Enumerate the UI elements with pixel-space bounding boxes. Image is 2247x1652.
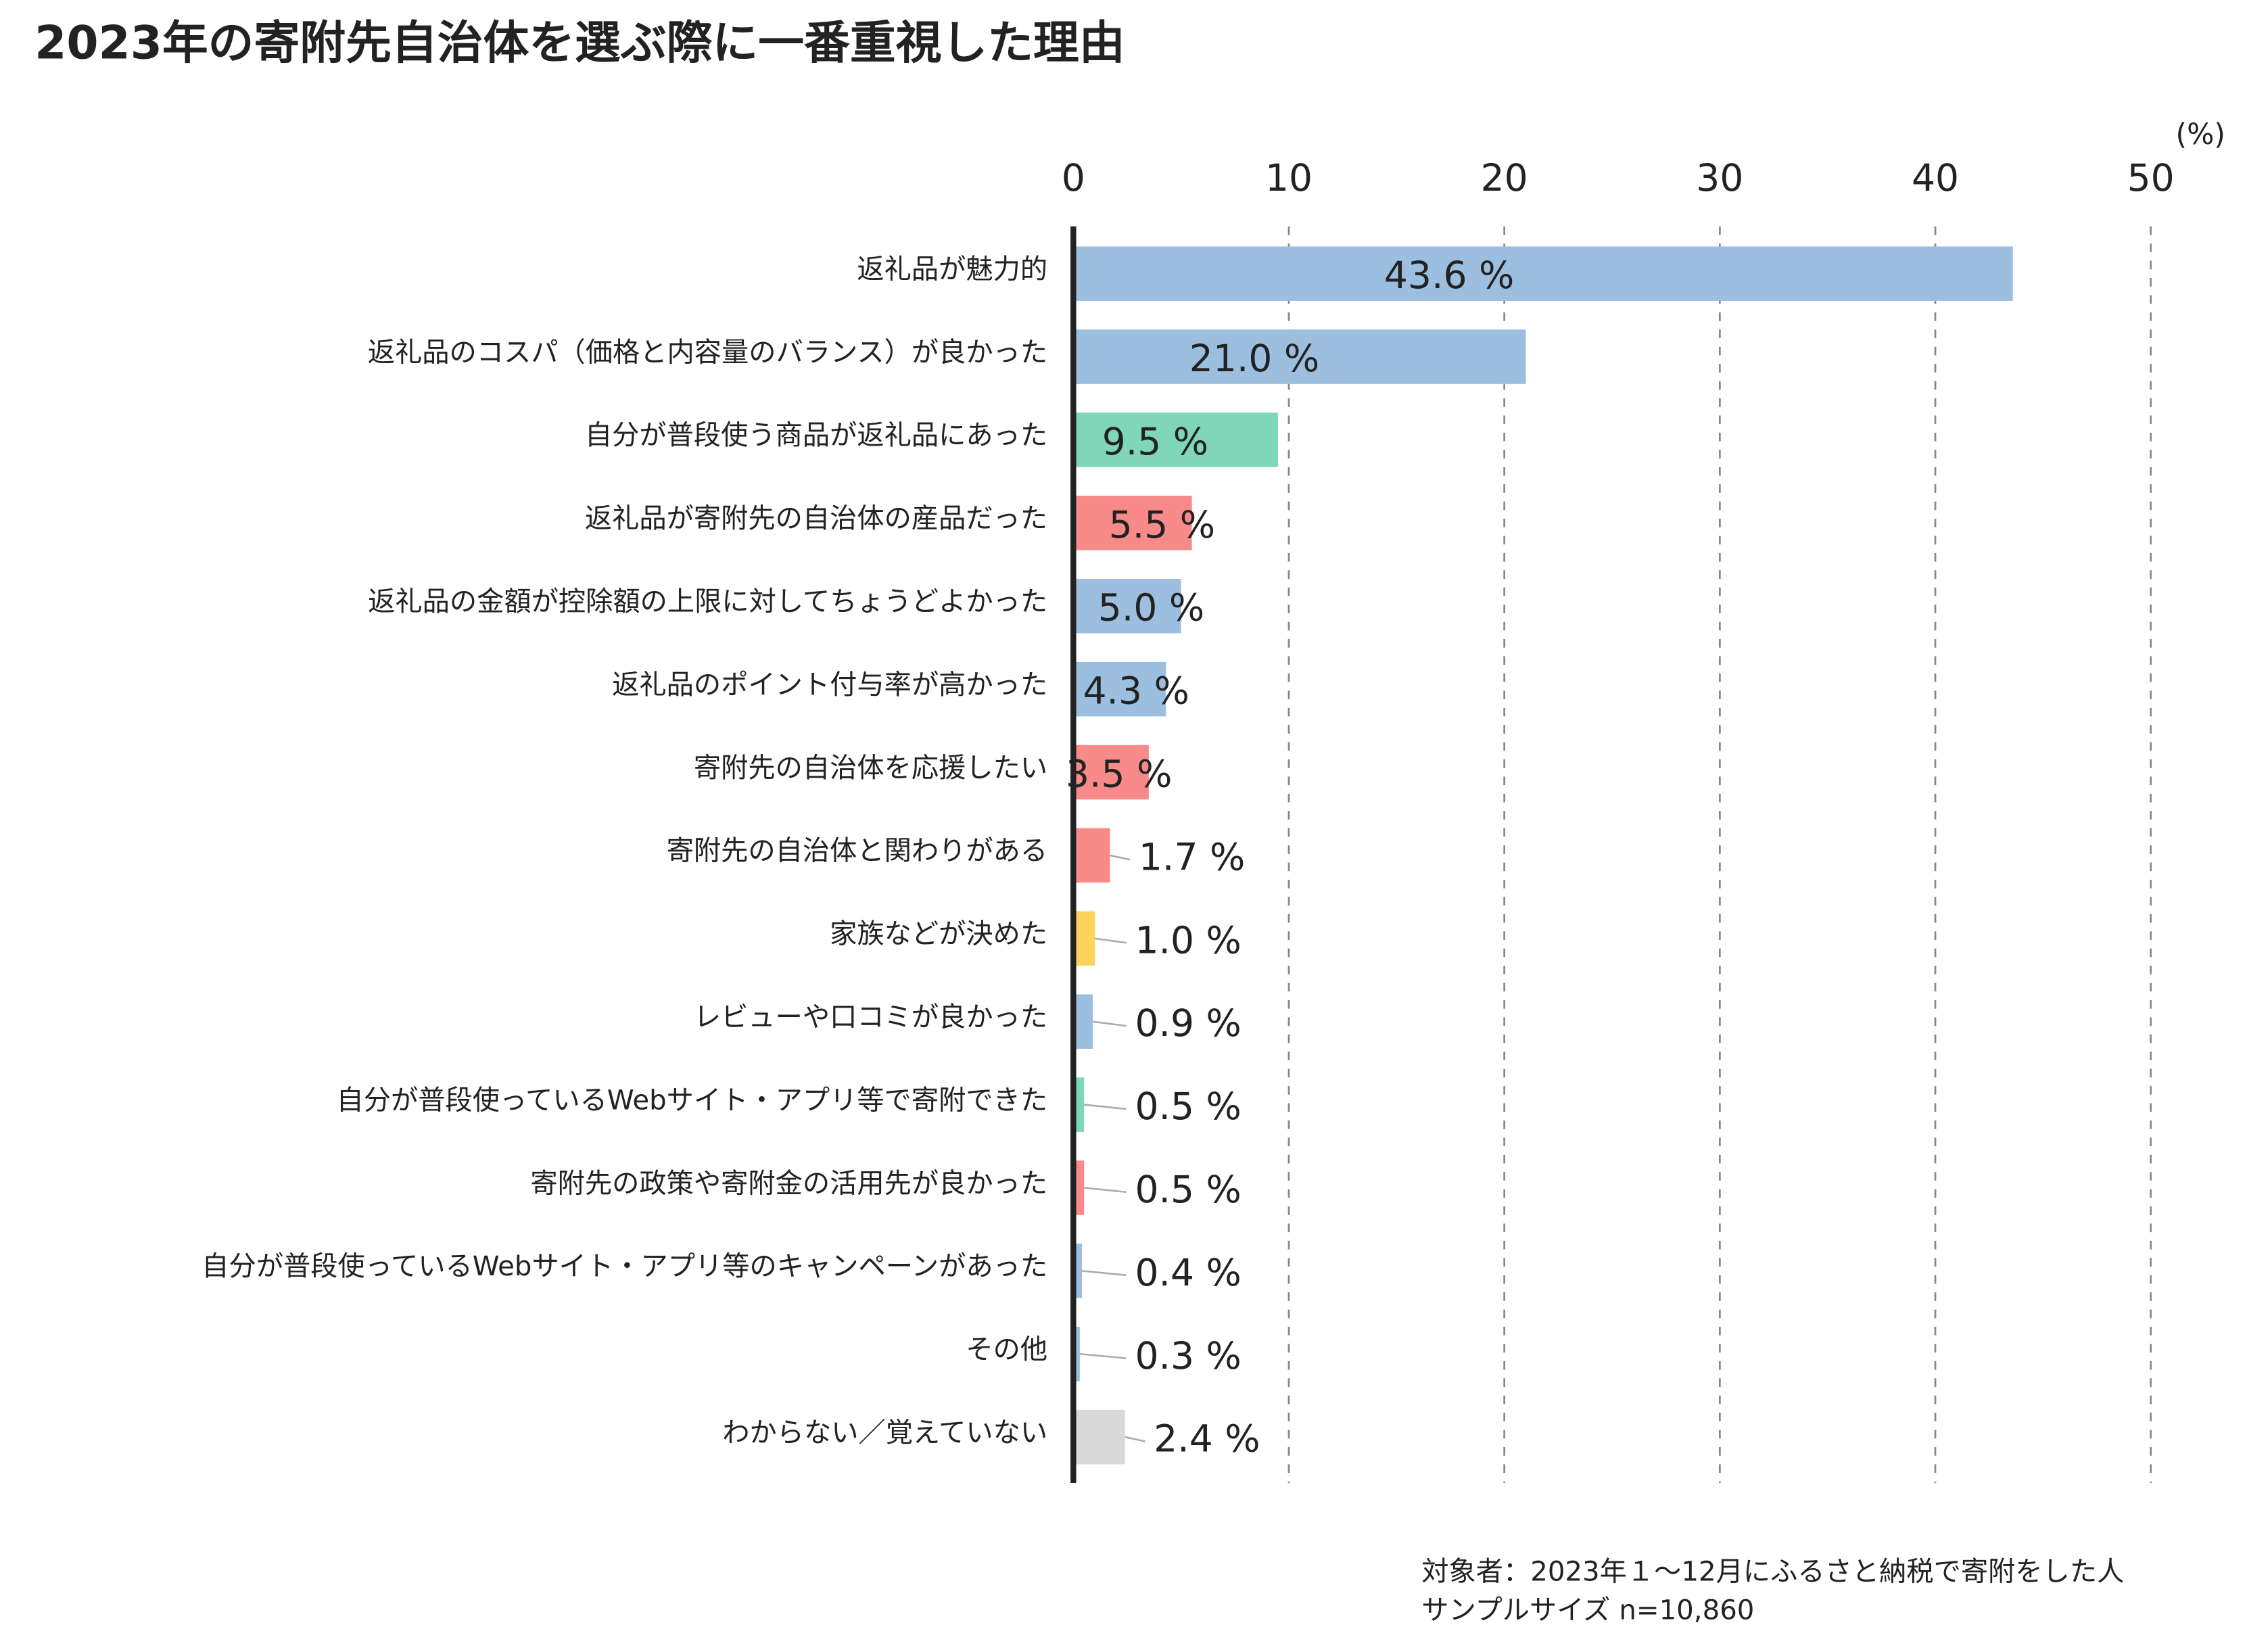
category-label: 返礼品が寄附先の自治体の産品だった [585,503,1047,534]
category-label: わからない／覚えていない [722,1417,1047,1448]
x-tick-label: 10 [1265,156,1312,199]
category-label: 家族などが決めた [830,919,1047,950]
value-label: 2.4 % [1154,1417,1260,1461]
x-tick-label: 30 [1696,156,1743,199]
category-label: 寄附先の自治体と関わりがある [667,836,1048,867]
value-label: 1.7 % [1139,835,1245,878]
leader-line [1081,1270,1127,1277]
unit-label: (%) [2176,118,2225,151]
category-label: 返礼品のコスパ（価格と内容量のバランス）が良かった [368,337,1047,368]
x-tick-label: 50 [2127,156,2175,199]
value-label: 21.0 % [1189,337,1319,380]
category-label: 寄附先の自治体を応援したい [694,753,1047,784]
category-label: 寄附先の政策や寄附金の活用先が良かった [530,1168,1047,1199]
x-tick-label: 20 [1481,156,1528,199]
bar [1073,246,2013,301]
leader-line [1084,1187,1127,1194]
value-label: 43.6 % [1384,254,1514,297]
category-label: レビューや口コミが良かった [694,1001,1047,1033]
chart-title: 2023年の寄附先自治体を選ぶ際に一番重視した理由 [34,16,1125,69]
bar [1073,661,1166,717]
category-label: その他 [966,1334,1047,1365]
bar [1073,496,1192,550]
leader-line [1092,1020,1127,1027]
category-label: 自分が普段使う商品が返礼品にあった [585,420,1047,451]
leader-line [1095,937,1127,944]
note: 対象者：2023年１～12月にふるさと納税で寄附をした人 [1421,1556,2124,1587]
leader-line [1079,1353,1127,1359]
leader-line [1125,1436,1145,1442]
value-label: 0.9 % [1135,1001,1241,1045]
leader-line [1084,1104,1127,1110]
category-label: 返礼品が魅力的 [857,254,1047,285]
bar [1073,745,1149,800]
x-tick-label: 40 [1912,156,1959,199]
leader-line [1110,854,1131,861]
value-label: 0.3 % [1135,1334,1241,1377]
value-label: 4.3 % [1083,669,1189,713]
value-label: 0.5 % [1135,1085,1241,1128]
bar [1073,412,1279,467]
category-label: 返礼品の金額が控除額の上限に対してちょうどよかった [368,586,1047,617]
x-tick-label: 0 [1062,156,1085,199]
bar [1073,329,1526,384]
category-label: 返礼品のポイント付与率が高かった [612,669,1047,701]
value-label: 5.5 % [1109,503,1215,546]
value-label: 0.5 % [1135,1168,1241,1211]
value-label: 1.0 % [1135,918,1241,962]
value-label: 0.4 % [1135,1251,1241,1294]
value-label: 5.0 % [1098,586,1204,630]
bar [1073,994,1093,1049]
value-label: 3.5 % [1066,753,1172,796]
value-label: 9.5 % [1102,420,1208,463]
note: サンプルサイズ n=10,860 [1421,1595,1754,1626]
bar [1073,579,1181,634]
category-label: 自分が普段使っているWebサイト・アプリ等で寄附できた [336,1085,1047,1116]
bar [1073,911,1095,966]
bar [1073,1409,1125,1465]
bar [1073,828,1110,883]
category-label: 自分が普段使っているWebサイト・アプリ等のキャンペーンがあった [202,1251,1047,1282]
bar [1073,1327,1080,1382]
